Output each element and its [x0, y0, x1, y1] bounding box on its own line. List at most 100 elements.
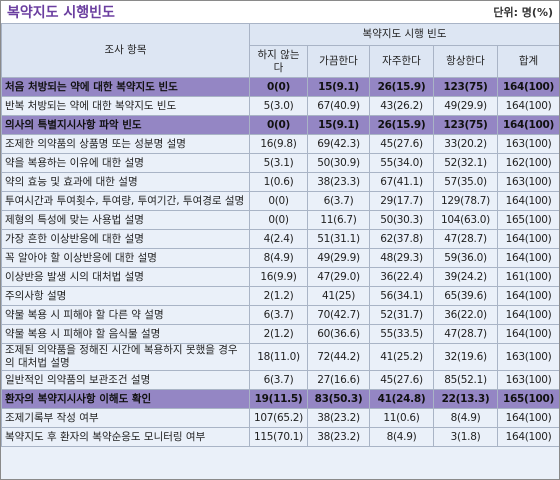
header-group: 복약지도 시행 빈도 — [248, 23, 559, 46]
cell: 41(24.8) — [369, 389, 434, 409]
row-label: 일반적인 의약품의 보관조건 설명 — [1, 370, 250, 390]
header-item: 조사 항목 — [1, 23, 250, 78]
column-header: 항상한다 — [433, 45, 498, 78]
cell: 6(3.7) — [249, 305, 308, 325]
cell: 164(100) — [496, 191, 559, 211]
row: 가장 흔한 이상반응에 대한 설명 4(2.4) 51(31.1) 62(37.8) 4… — [1, 229, 559, 249]
cell: 65(39.6) — [433, 286, 498, 306]
table: 조사 항목 복약지도 시행 빈도 하지 않는다 가끔한다 자주한다 항상한다 합계 처음… — [1, 23, 559, 447]
cell: 67(41.1) — [369, 172, 434, 192]
cell: 60(36.6) — [307, 324, 370, 344]
cell: 83(50.3) — [307, 389, 370, 409]
column-header: 합계 — [496, 45, 559, 78]
cell: 6(3.7) — [307, 191, 370, 211]
cell: 164(100) — [496, 324, 559, 344]
cell: 2(1.2) — [249, 324, 308, 344]
cell: 164(100) — [496, 248, 559, 268]
row: 제형의 특성에 맞는 사용법 설명 0(0) 11(6.7) 50(30.3) 104(… — [1, 210, 559, 230]
cell: 49(29.9) — [433, 96, 498, 116]
cell: 16(9.9) — [249, 267, 308, 287]
cell: 62(37.8) — [369, 229, 434, 249]
cell: 49(29.9) — [307, 248, 370, 268]
column-header: 하지 않는다 — [249, 45, 308, 78]
row: 조제기록부 작성 여부 107(65.2) 38(23.2) 11(0.6) 8(4.9… — [1, 408, 559, 428]
cell: 39(24.2) — [433, 267, 498, 287]
cell: 1(0.6) — [249, 172, 308, 192]
row-label: 약물 복용 시 피해야 할 음식물 설명 — [1, 324, 250, 344]
cell: 27(16.6) — [307, 370, 370, 390]
cell: 5(3.1) — [249, 153, 308, 173]
cell: 2(1.2) — [249, 286, 308, 306]
cell: 162(100) — [496, 153, 559, 173]
title: 복약지도 시행빈도 — [7, 5, 115, 21]
row-label: 이상반응 발생 시의 대처법 설명 — [1, 267, 250, 287]
row-label: 투여시간과 투여횟수, 투여량, 투여기간, 투여경로 설명 — [1, 191, 250, 211]
cell: 41(25) — [307, 286, 370, 306]
row-label: 가장 흔한 이상반응에 대한 설명 — [1, 229, 250, 249]
cell: 29(17.7) — [369, 191, 434, 211]
cell: 45(27.6) — [369, 134, 434, 154]
row: 약물 복용 시 피해야 할 음식물 설명 2(1.2) 60(36.6) 55(33.… — [1, 324, 559, 344]
cell: 164(100) — [496, 408, 559, 428]
cell: 32(19.6) — [433, 343, 498, 371]
cell: 47(28.7) — [433, 324, 498, 344]
cell: 0(0) — [249, 77, 308, 97]
cell: 115(70.1) — [249, 427, 308, 447]
row-label: 주의사항 설명 — [1, 286, 250, 306]
cell: 8(4.9) — [369, 427, 434, 447]
row: 약의 효능 및 효과에 대한 설명 1(0.6) 38(23.3) 67(41.1) 5… — [1, 172, 559, 192]
cell: 52(31.7) — [369, 305, 434, 325]
cell: 164(100) — [496, 305, 559, 325]
row: 조제된 의약품을 정해진 시간에 복용하지 못했을 경우의 대처법 설명 18(1… — [1, 343, 559, 371]
row: 환자의 복약지시사항 이해도 확인 19(11.5) 83(50.3) 41(24.8… — [1, 389, 559, 409]
cell: 163(100) — [496, 370, 559, 390]
cell: 164(100) — [496, 286, 559, 306]
row-label: 반복 처방되는 약에 대한 복약지도 빈도 — [1, 96, 250, 116]
row-label: 꼭 알아야 할 이상반응에 대한 설명 — [1, 248, 250, 268]
cell: 41(25.2) — [369, 343, 434, 371]
cell: 11(0.6) — [369, 408, 434, 428]
row-label: 약의 효능 및 효과에 대한 설명 — [1, 172, 250, 192]
column-header: 자주한다 — [369, 45, 434, 78]
cell: 47(29.0) — [307, 267, 370, 287]
row: 주의사항 설명 2(1.2) 41(25) 56(34.1) 65(39.6) 164(1… — [1, 286, 559, 306]
cell: 36(22.4) — [369, 267, 434, 287]
row-label: 제형의 특성에 맞는 사용법 설명 — [1, 210, 250, 230]
cell: 51(31.1) — [307, 229, 370, 249]
cell: 11(6.7) — [307, 210, 370, 230]
row: 꼭 알아야 할 이상반응에 대한 설명 8(4.9) 49(29.9) 48(29.3… — [1, 248, 559, 268]
row-label: 조제한 의약품의 상품명 또는 성분명 설명 — [1, 134, 250, 154]
row-label: 조제기록부 작성 여부 — [1, 408, 250, 428]
cell: 52(32.1) — [433, 153, 498, 173]
cell: 15(9.1) — [307, 115, 370, 135]
row: 약을 복용하는 이유에 대한 설명 5(3.1) 50(30.9) 55(34.0) 5… — [1, 153, 559, 173]
row: 약물 복용 시 피해야 할 다른 약 설명 6(3.7) 70(42.7) 52(31… — [1, 305, 559, 325]
row: 의사의 특별지시사항 파악 빈도 0(0) 15(9.1) 26(15.9) 123(7… — [1, 115, 559, 135]
row: 조제한 의약품의 상품명 또는 성분명 설명 16(9.8) 69(42.3) 45(… — [1, 134, 559, 154]
row: 복약지도 후 환자의 복약순응도 모니터링 여부 115(70.1) 38(23.2… — [1, 427, 559, 447]
cell: 107(65.2) — [249, 408, 308, 428]
cell: 0(0) — [249, 191, 308, 211]
cell: 163(100) — [496, 172, 559, 192]
cell: 47(28.7) — [433, 229, 498, 249]
cell: 59(36.0) — [433, 248, 498, 268]
cell: 50(30.3) — [369, 210, 434, 230]
cell: 26(15.9) — [369, 115, 434, 135]
column-header: 가끔한다 — [307, 45, 370, 78]
cell: 163(100) — [496, 343, 559, 371]
cell: 164(100) — [496, 427, 559, 447]
cell: 57(35.0) — [433, 172, 498, 192]
cell: 67(40.9) — [307, 96, 370, 116]
cell: 70(42.7) — [307, 305, 370, 325]
cell: 22(13.3) — [433, 389, 498, 409]
cell: 69(42.3) — [307, 134, 370, 154]
row: 투여시간과 투여횟수, 투여량, 투여기간, 투여경로 설명 0(0) 6(3.7)… — [1, 191, 559, 211]
cell: 3(1.8) — [433, 427, 498, 447]
cell: 15(9.1) — [307, 77, 370, 97]
cell: 165(100) — [496, 210, 559, 230]
cell: 164(100) — [496, 229, 559, 249]
cell: 36(22.0) — [433, 305, 498, 325]
cell: 48(29.3) — [369, 248, 434, 268]
row-label: 의사의 특별지시사항 파악 빈도 — [1, 115, 250, 135]
row-label: 복약지도 후 환자의 복약순응도 모니터링 여부 — [1, 427, 250, 447]
